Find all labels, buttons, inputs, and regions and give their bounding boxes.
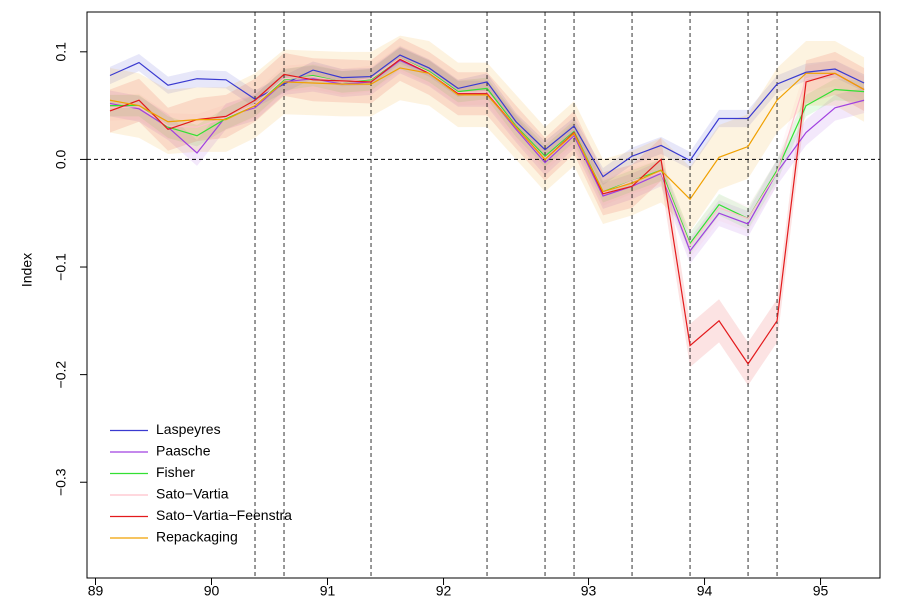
y-tick-label: 0.1 bbox=[53, 42, 69, 62]
legend-label: Sato−Vartia bbox=[156, 486, 229, 502]
plot-area bbox=[87, 12, 880, 578]
y-tick-label: −0.1 bbox=[53, 253, 69, 281]
series-line bbox=[109, 57, 865, 247]
x-tick-label: 90 bbox=[204, 583, 220, 598]
x-tick-label: 94 bbox=[697, 583, 713, 598]
confidence-band bbox=[109, 37, 865, 386]
x-tick-label: 89 bbox=[88, 583, 104, 598]
legend-label: Fisher bbox=[156, 464, 195, 480]
y-axis-label: Index bbox=[19, 253, 35, 287]
y-tick-label: −0.3 bbox=[53, 468, 69, 496]
confidence-band bbox=[109, 46, 865, 186]
legend-label: Paasche bbox=[156, 443, 211, 459]
x-tick-label: 93 bbox=[581, 583, 597, 598]
legend-label: Laspeyres bbox=[156, 421, 221, 437]
confidence-band bbox=[109, 47, 865, 255]
plot-frame bbox=[86, 11, 881, 579]
confidence-band bbox=[109, 35, 865, 232]
x-tick-label: 95 bbox=[813, 583, 829, 598]
y-tick-label: −0.2 bbox=[53, 361, 69, 389]
series-line bbox=[109, 54, 865, 178]
legend-label: Repackaging bbox=[156, 529, 238, 545]
series-line bbox=[109, 57, 865, 245]
series-line bbox=[109, 67, 865, 201]
legend-label: Sato−Vartia−Feenstra bbox=[156, 507, 292, 523]
x-tick-label: 92 bbox=[436, 583, 452, 598]
series-line bbox=[109, 58, 865, 365]
x-tick-label: 91 bbox=[320, 583, 336, 598]
y-tick-label: 0.0 bbox=[53, 149, 69, 169]
